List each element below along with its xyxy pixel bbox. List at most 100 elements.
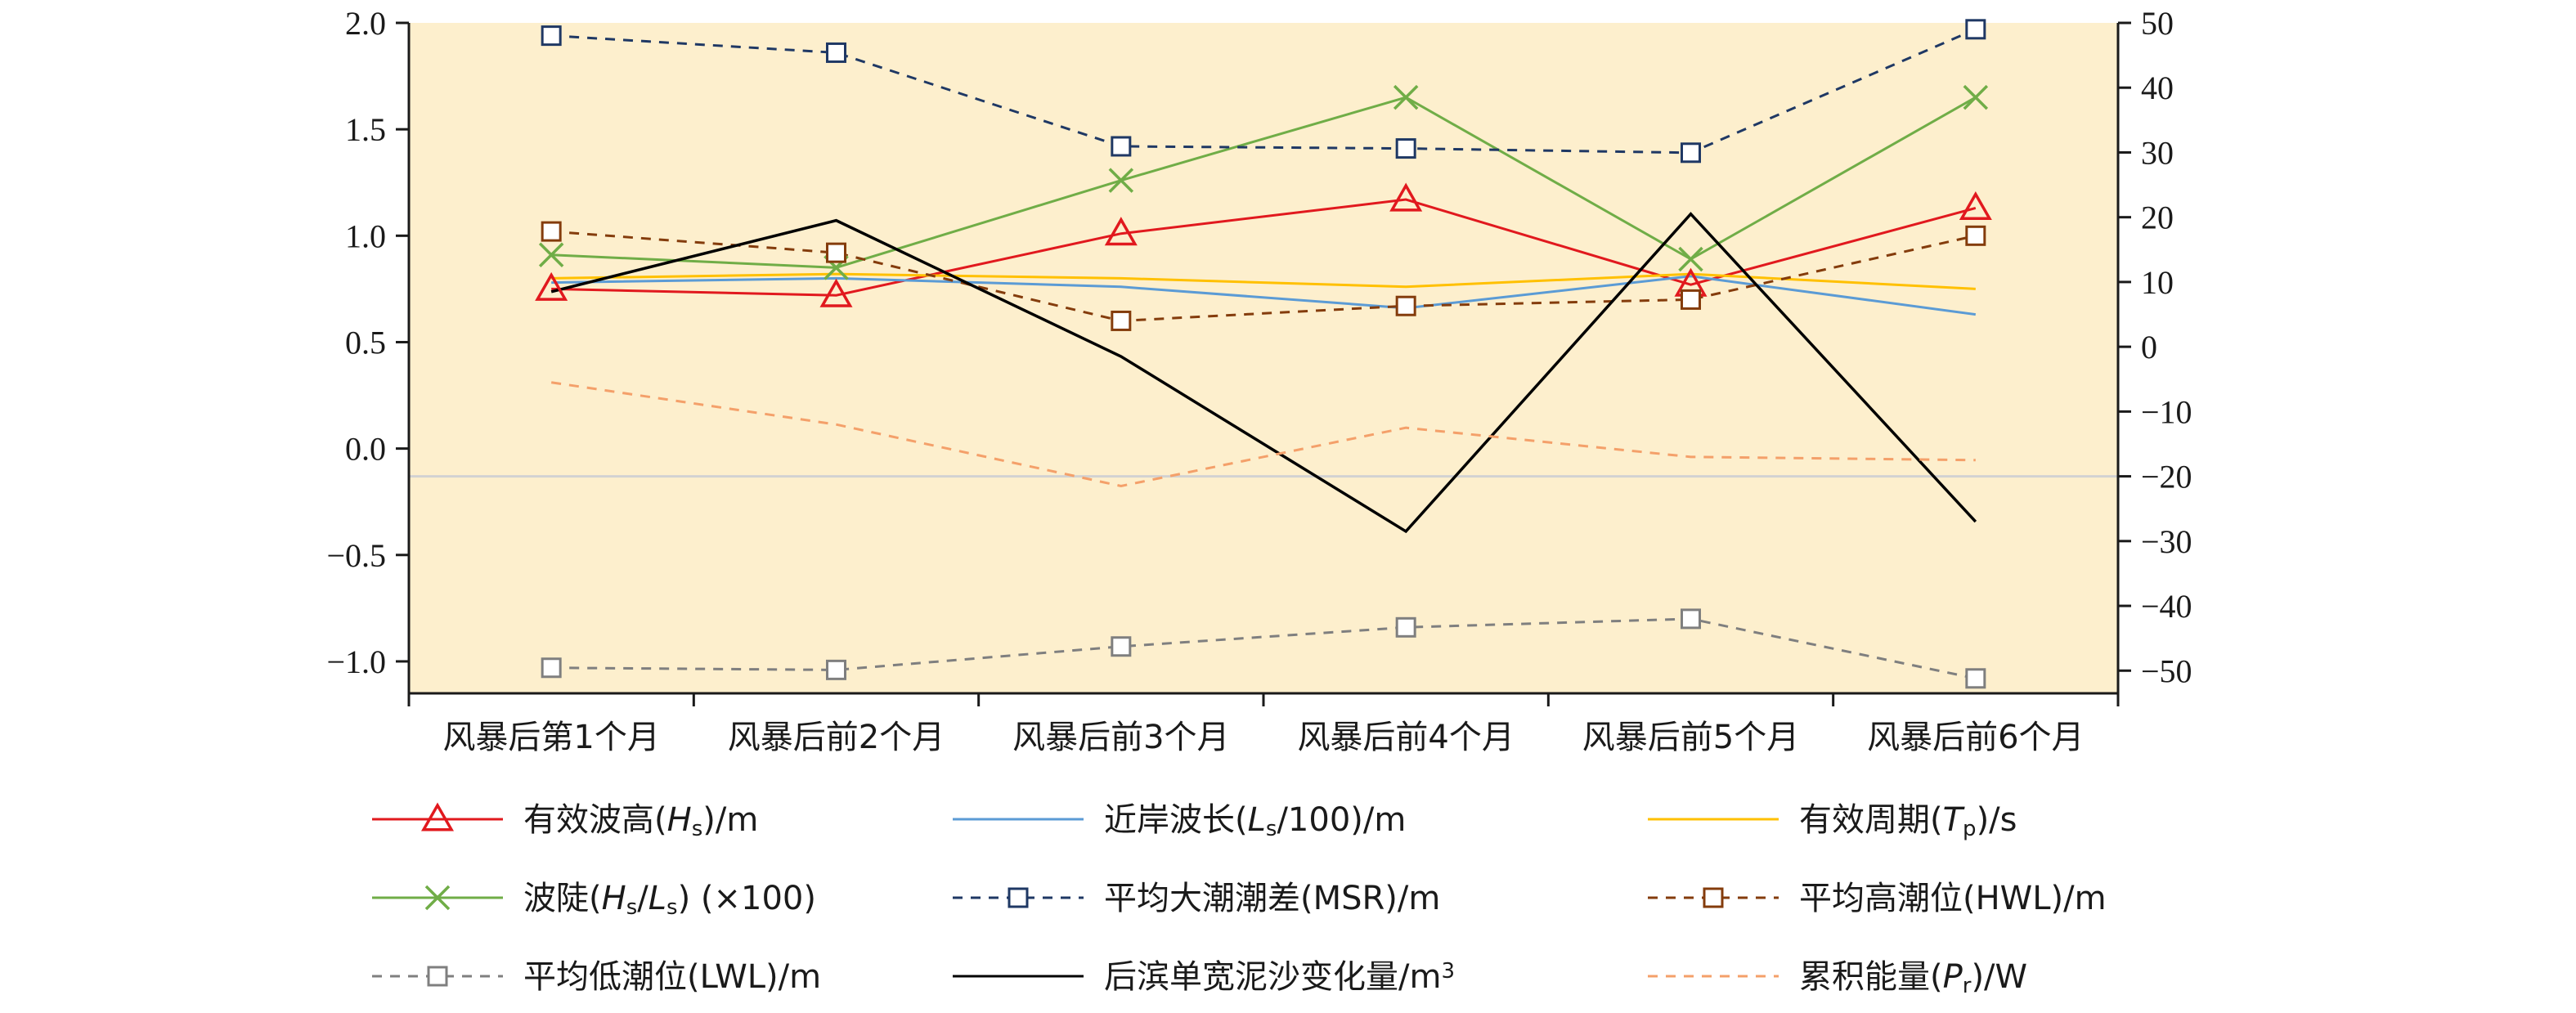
legend-label: 平均大潮潮差(MSR)/m [1104,880,1440,917]
legend-label-part: 波陡( [523,880,602,917]
legend-label-part: 有效周期( [1799,801,1943,839]
right-tick-label: 20 [2141,199,2174,236]
legend-label: 累积能量(Pr)/W [1799,958,2027,998]
x-tick-label: 风暴后前5个月 [1582,719,1799,756]
data-point-steep [1963,84,1989,110]
right-tick-label: 0 [2141,329,2157,365]
legend-label: 平均高潮位(HWL)/m [1799,880,2107,917]
legend-swatch-marker [427,966,448,987]
series-line-ls [551,275,1977,316]
legend-label-part: 平均大潮潮差(MSR)/m [1104,880,1440,917]
right-tick-label: −30 [2141,523,2192,560]
legend-label-part: T [1943,801,1966,839]
legend-label: 有效周期(Tp)/s [1799,801,2017,841]
left-tick-label: 0.0 [345,431,386,468]
legend-label-part: s [666,895,678,920]
legend-label-part: 近岸波长( [1104,801,1248,839]
legend-label-part: s [1266,817,1277,841]
left-tick-label: 1.5 [345,111,386,148]
x-tick-label: 风暴后前4个月 [1297,719,1514,756]
series-line-tp [551,272,1976,290]
plot-background [409,23,2118,693]
right-tick-label: 10 [2141,264,2174,301]
legend-label-part: H [667,801,692,839]
data-point-steep [1108,168,1134,193]
legend-label-part: r [1963,974,1972,998]
left-tick-label: 1.0 [345,217,386,254]
series-line-hs [551,198,1977,297]
right-tick-label: −10 [2141,393,2192,430]
legend-label-part: s [626,895,638,920]
x-tick-label: 风暴后第1个月 [442,719,659,756]
data-point-steep [1678,246,1703,272]
legend-label-part: 平均低潮位(LWL)/m [523,958,821,996]
series-line-lwl [551,617,1977,680]
data-point-msr [541,25,562,47]
legend-label-part: P [1943,958,1963,996]
left-tick-label: 0.5 [345,324,386,361]
data-point-lwl [1681,608,1701,630]
data-point-lwl [541,657,562,679]
data-point-hs [1959,190,1992,220]
legend-label-part: )/s [1977,801,2017,839]
legend-label-part: 平均高潮位(HWL)/m [1799,880,2107,917]
legend-item-mud: 后滨单宽泥沙变化量/m3 [953,958,1455,996]
legend-label-part: H [602,880,626,917]
legend-item-ls: 近岸波长(Ls/100)/m [953,801,1406,841]
legend-swatch-marker [1008,887,1029,908]
data-point-hs [819,278,853,307]
data-point-lwl [1111,636,1132,657]
left-tick-label: −1.0 [326,643,386,680]
legend-item-lwl: 平均低潮位(LWL)/m [372,958,821,996]
data-point-msr [1965,19,1986,40]
x-tick-label: 风暴后前6个月 [1867,719,2084,756]
data-point-msr [1111,136,1132,157]
legend-item-msr: 平均大潮潮差(MSR)/m [953,880,1440,917]
data-point-lwl [1395,616,1416,638]
legend-label-part: 有效波高( [523,801,667,839]
data-point-hwl [1965,225,1986,246]
data-point-lwl [826,659,846,680]
data-point-lwl [1965,668,1986,689]
legend-label-part: s [692,817,703,841]
data-point-hwl [1395,295,1416,316]
data-point-hwl [541,221,562,242]
data-point-hs [535,271,568,301]
data-point-hwl [1681,289,1701,310]
legend-label-part: L [648,880,666,917]
legend-item-steep: 波陡(Hs/Ls) (×100) [372,880,816,920]
legend-label: 近岸波长(Ls/100)/m [1104,801,1406,841]
data-point-msr [826,42,846,63]
legend-swatch-marker [424,885,451,911]
legend-item-energy: 累积能量(Pr)/W [1648,958,2027,998]
legend-label-part: /100)/m [1277,801,1406,839]
legend-label: 波陡(Hs/Ls) (×100) [523,880,816,920]
legend-label: 有效波高(Hs)/m [523,801,758,841]
legend-item-tp: 有效周期(Tp)/s [1648,801,2017,841]
data-point-hs [1389,182,1423,212]
right-tick-label: −20 [2141,459,2192,495]
legend-label-part: ) (×100) [678,880,816,917]
series-line-hwl [551,230,1977,322]
series-line-mud [550,212,1977,534]
legend-label-part: 后滨单宽泥沙变化量/m [1104,958,1441,996]
left-tick-label: −0.5 [326,537,386,574]
legend-label-part: 3 [1441,959,1455,984]
data-point-msr [1395,138,1416,159]
series-line-energy [550,381,1976,488]
legend-label-part: L [1248,801,1266,839]
right-tick-label: 30 [2141,134,2174,171]
series-line-steep [551,96,1977,269]
data-point-hwl [1111,310,1132,331]
data-point-hs [1104,217,1138,246]
x-tick-label: 风暴后前2个月 [728,719,945,756]
right-tick-label: 40 [2141,69,2174,106]
legend-swatch-marker [420,802,455,831]
legend-label-part: )/m [702,801,758,839]
legend-swatch-marker [1703,887,1724,908]
legend-item-hwl: 平均高潮位(HWL)/m [1648,880,2107,917]
legend-label: 平均低潮位(LWL)/m [523,958,821,996]
legend-label-part: / [637,880,648,917]
data-point-msr [1681,142,1701,164]
